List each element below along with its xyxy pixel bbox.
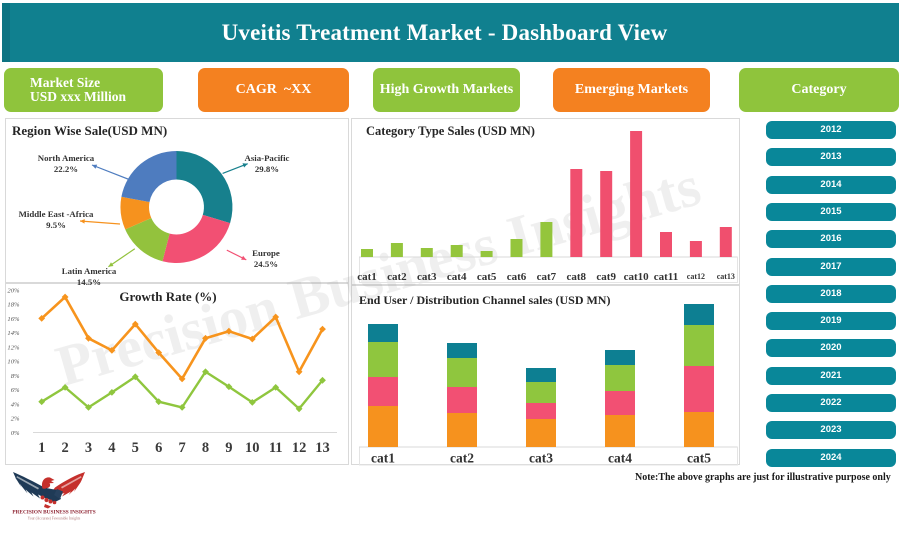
svg-text:cat8: cat8	[567, 271, 587, 283]
svg-text:cat4: cat4	[447, 271, 467, 283]
svg-text:cat13: cat13	[717, 272, 735, 281]
svg-text:13: 13	[315, 440, 330, 456]
svg-text:cat2: cat2	[387, 271, 407, 283]
svg-text:3: 3	[85, 440, 92, 456]
svg-text:9: 9	[225, 440, 232, 456]
svg-text:cat3: cat3	[529, 451, 553, 466]
svg-text:8: 8	[202, 440, 209, 456]
svg-text:cat12: cat12	[687, 272, 705, 281]
svg-text:10%: 10%	[7, 359, 20, 366]
svg-text:4: 4	[108, 440, 115, 456]
svg-text:4%: 4%	[11, 401, 20, 408]
svg-text:18%: 18%	[7, 302, 20, 309]
svg-text:20%: 20%	[7, 288, 20, 295]
svg-text:12%: 12%	[7, 345, 20, 352]
svg-text:10: 10	[245, 440, 260, 456]
svg-text:cat5: cat5	[687, 451, 711, 466]
svg-text:cat9: cat9	[596, 271, 616, 283]
svg-text:12: 12	[292, 440, 307, 456]
svg-text:7: 7	[178, 440, 185, 456]
svg-text:cat7: cat7	[537, 271, 557, 283]
svg-text:16%: 16%	[7, 316, 20, 323]
svg-text:8%: 8%	[11, 373, 20, 380]
svg-text:14%: 14%	[7, 330, 20, 337]
svg-text:cat3: cat3	[417, 271, 437, 283]
svg-text:cat1: cat1	[357, 271, 377, 283]
svg-text:cat10: cat10	[624, 271, 650, 283]
svg-text:6%: 6%	[11, 387, 20, 394]
svg-text:Your (Accurate) Favourable Ins: Your (Accurate) Favourable Insights	[28, 517, 81, 521]
svg-text:2: 2	[61, 440, 68, 456]
svg-text:5: 5	[132, 440, 139, 456]
svg-text:PRECISION BUSINESS INSIGHTS: PRECISION BUSINESS INSIGHTS	[12, 510, 95, 516]
svg-text:cat5: cat5	[477, 271, 497, 283]
svg-text:cat1: cat1	[371, 451, 395, 466]
svg-text:cat6: cat6	[507, 271, 527, 283]
svg-text:1: 1	[38, 440, 45, 456]
svg-text:2%: 2%	[11, 416, 20, 423]
svg-text:cat11: cat11	[654, 271, 678, 283]
svg-text:cat2: cat2	[450, 451, 474, 466]
svg-text:0%: 0%	[11, 430, 20, 437]
svg-text:6: 6	[155, 440, 162, 456]
svg-text:11: 11	[269, 440, 283, 456]
svg-text:cat4: cat4	[608, 451, 632, 466]
